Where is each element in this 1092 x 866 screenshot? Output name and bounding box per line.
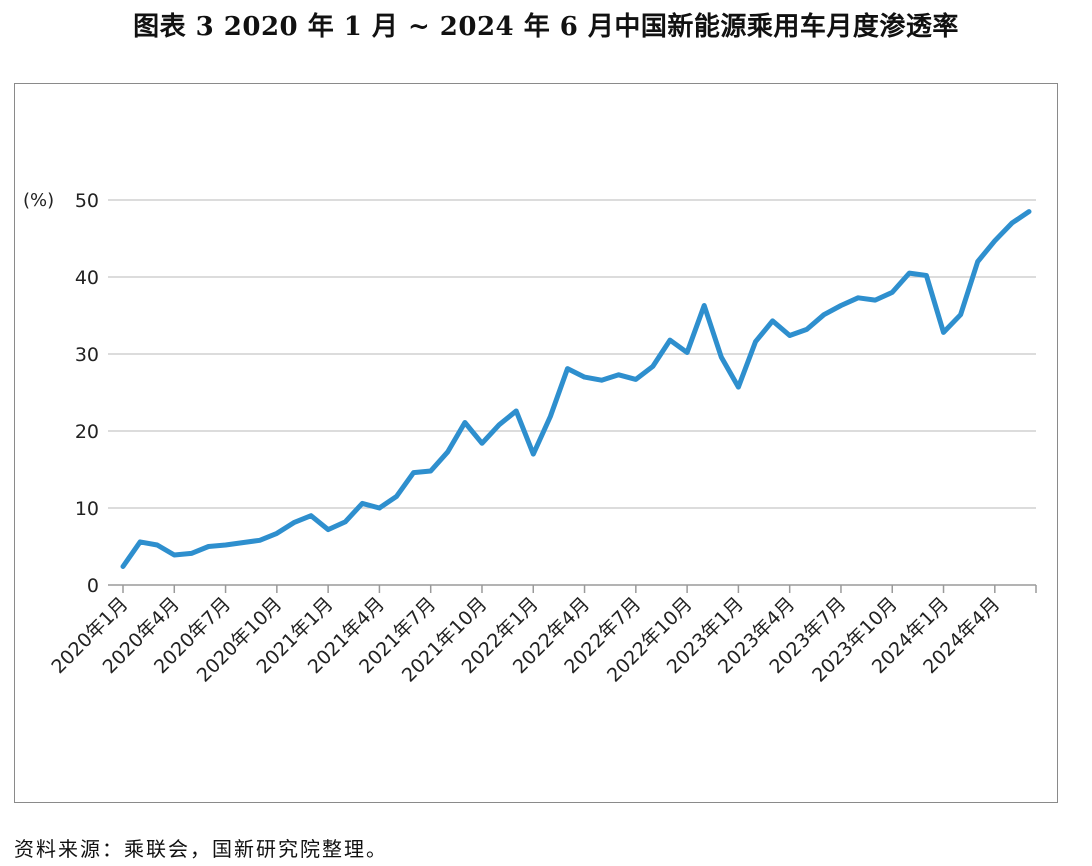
y-axis-unit: (%) [23,190,54,211]
y-tick-label: 20 [75,421,99,443]
y-tick-label: 50 [75,190,99,212]
chart-title: 图表 3 2020 年 1 月 ~ 2024 年 6 月中国新能源乘用车月度渗透… [133,12,959,42]
source-note: 资料来源：乘联会，国新研究院整理。 [14,837,388,861]
y-tick-label: 30 [75,344,99,366]
line-chart: 01020304050(%)2020年1月2020年4月2020年7月2020年… [23,190,1037,687]
y-tick-label: 10 [75,498,99,520]
y-tick-label: 0 [87,575,99,597]
y-tick-label: 40 [75,267,99,289]
chart-frame: 0 10 20 30 40 50 (%) 2020年1月 2020年4月 2020年7月 2020年… [14,83,1058,803]
series-line [120,209,1032,569]
